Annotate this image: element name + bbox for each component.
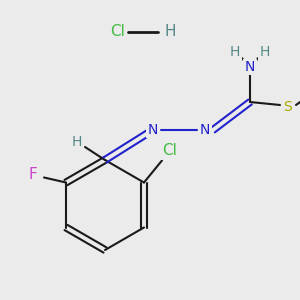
- Text: N: N: [245, 60, 255, 74]
- Text: N: N: [200, 123, 210, 137]
- Text: Cl: Cl: [163, 143, 177, 158]
- Text: H: H: [260, 45, 270, 59]
- Text: H: H: [230, 45, 240, 59]
- Text: N: N: [148, 123, 158, 137]
- Text: Cl: Cl: [111, 25, 125, 40]
- Text: H: H: [164, 25, 176, 40]
- Text: F: F: [29, 167, 38, 182]
- Text: S: S: [284, 100, 292, 114]
- Text: H: H: [72, 135, 82, 149]
